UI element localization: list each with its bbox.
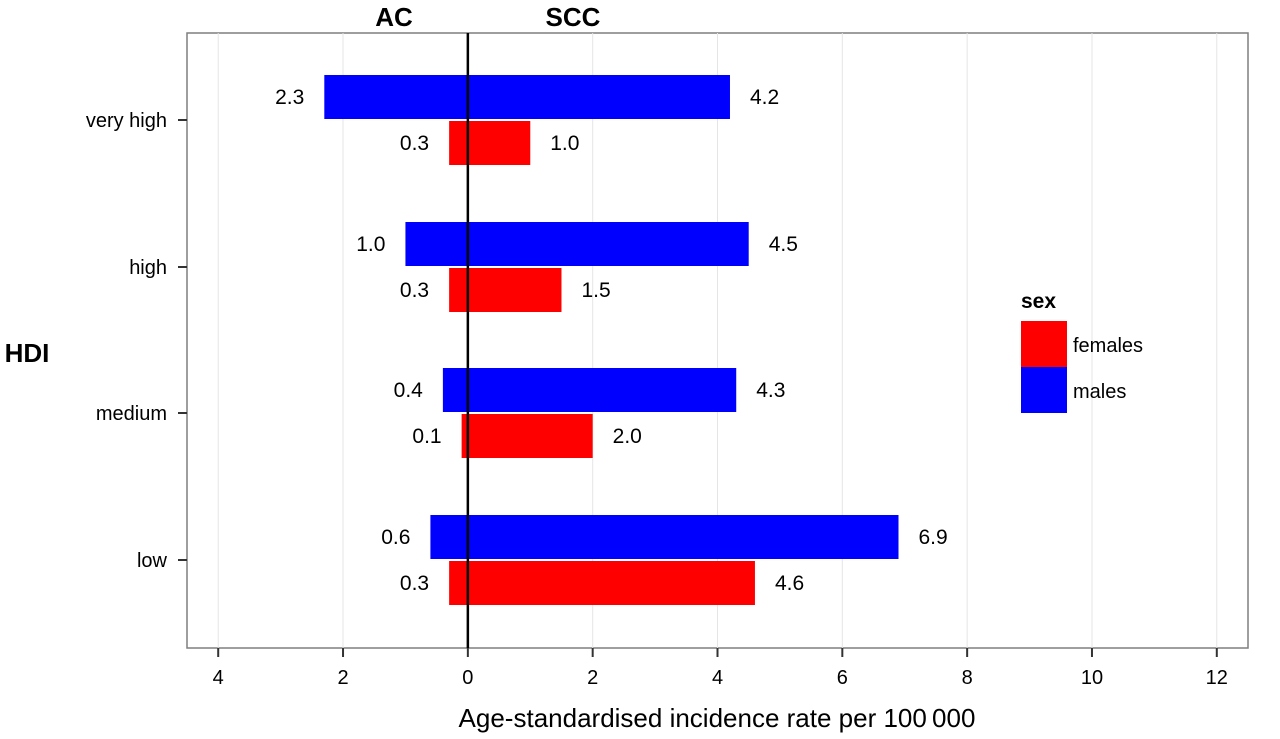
- females-scc-value-label: 1.0: [550, 132, 579, 155]
- legend: sex females males: [1021, 290, 1143, 413]
- y-axis-title: HDI: [5, 338, 50, 368]
- females-bar: [449, 268, 562, 312]
- y-tick-label: low: [137, 550, 168, 572]
- males-scc-value-label: 4.3: [756, 379, 785, 402]
- males-scc-value-label: 4.5: [769, 233, 798, 256]
- females-scc-value-label: 4.6: [775, 572, 804, 595]
- right-group-label: SCC: [546, 2, 601, 32]
- males-scc-value-label: 4.2: [750, 86, 779, 109]
- legend-swatch-males: [1021, 367, 1067, 413]
- x-tick-label: 2: [337, 667, 348, 689]
- males-ac-value-label: 0.4: [394, 379, 424, 402]
- males-scc-value-label: 6.9: [918, 526, 947, 549]
- x-axis-title: Age-standardised incidence rate per 100 …: [459, 703, 976, 733]
- females-bar: [449, 561, 755, 605]
- males-bar: [405, 222, 749, 266]
- x-tick-label: 0: [462, 667, 473, 689]
- x-tick-label: 4: [213, 667, 224, 689]
- males-ac-value-label: 2.3: [275, 86, 304, 109]
- females-scc-value-label: 1.5: [581, 279, 610, 302]
- y-tick-label: high: [129, 257, 167, 279]
- y-axis: very high high medium low: [86, 110, 187, 572]
- females-ac-value-label: 0.3: [400, 279, 429, 302]
- males-bar: [324, 75, 730, 119]
- females-ac-value-label: 0.3: [400, 572, 429, 595]
- legend-label-males: males: [1073, 381, 1126, 403]
- x-tick-label: 10: [1081, 667, 1103, 689]
- x-tick-label: 2: [587, 667, 598, 689]
- females-bar: [461, 414, 593, 458]
- legend-title: sex: [1021, 290, 1056, 313]
- value-labels: 2.3 4.2 0.3 1.0 1.0 4.5 0.3 1.5 0.4 4.3 0.1 2.0 0.6 6…: [275, 86, 948, 595]
- males-bar: [430, 515, 899, 559]
- legend-label-females: females: [1073, 335, 1143, 357]
- females-ac-value-label: 0.1: [412, 425, 441, 448]
- females-bar: [449, 121, 531, 165]
- x-tick-label: 8: [962, 667, 973, 689]
- x-tick-label: 4: [712, 667, 723, 689]
- males-ac-value-label: 1.0: [356, 233, 385, 256]
- females-ac-value-label: 0.3: [400, 132, 429, 155]
- x-axis: 4 2 0 2 4 6 8 10 12: [213, 648, 1228, 689]
- females-scc-value-label: 2.0: [613, 425, 642, 448]
- legend-swatch-females: [1021, 321, 1067, 367]
- x-tick-label: 12: [1206, 667, 1228, 689]
- y-tick-label: very high: [86, 110, 167, 132]
- males-bar: [442, 368, 737, 412]
- x-tick-label: 6: [837, 667, 848, 689]
- males-ac-value-label: 0.6: [381, 526, 410, 549]
- y-tick-label: medium: [96, 403, 167, 425]
- left-group-label: AC: [375, 2, 413, 32]
